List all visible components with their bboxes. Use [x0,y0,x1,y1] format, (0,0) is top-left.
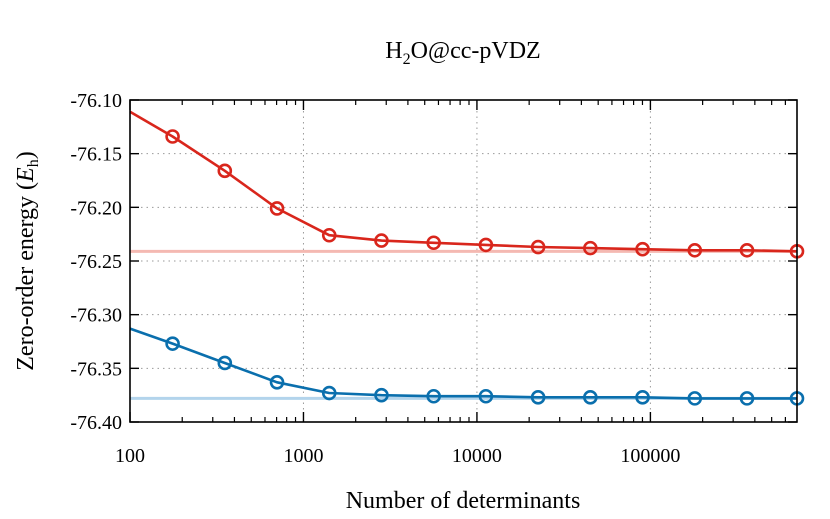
x-tick-label: 100 [115,445,145,467]
series-point-1 [687,391,703,406]
series-point-0 [269,201,285,216]
series-point-1 [217,355,233,371]
reference-lines [130,249,797,400]
y-tick-label: -76.35 [70,358,122,380]
y-axis-label: Zero-order energy (Eh) [13,151,42,370]
series-point-1 [530,390,546,405]
y-tick-label: -76.20 [70,197,122,219]
series-point-0 [217,163,233,179]
series-point-1 [478,388,494,404]
series-point-0 [165,129,180,144]
series-point-1 [426,388,441,404]
series-point-1 [374,387,389,403]
series-point-1 [739,391,755,406]
series-point-0 [583,240,598,256]
series-group [129,110,805,406]
x-tick-label: 10000 [452,445,502,467]
y-tick-label: -76.10 [70,90,122,112]
grid-lines [130,100,797,422]
x-tick-label: 100000 [620,445,680,467]
series-point-0 [321,227,337,243]
x-axis-label: Number of determinants [346,488,581,514]
series-point-1 [583,390,598,405]
x-tick-label: 1000 [283,445,323,467]
chart-title: H2O@cc-pVDZ [385,38,540,68]
axis-ticks: -76.10 -76.15 -76.20 -76.25 -76.30 -76.35 -76.… [70,90,797,467]
y-tick-label: -76.40 [70,412,122,434]
series-point-1 [635,390,650,405]
series-line-0 [129,110,798,253]
y-tick-label: -76.25 [70,251,122,273]
series-point-0 [687,242,703,258]
y-tick-label: -76.30 [70,305,122,327]
series-point-1 [165,336,180,351]
series-point-0 [739,242,755,258]
series-point-1 [321,385,337,401]
series-point-0 [635,241,650,257]
y-tick-label: -76.15 [70,144,122,166]
series-point-0 [426,235,441,251]
series-point-0 [374,233,389,248]
series-line-1 [129,327,797,400]
series-point-0 [478,237,494,253]
series-point-1 [269,374,285,390]
series-point-0 [530,239,546,255]
